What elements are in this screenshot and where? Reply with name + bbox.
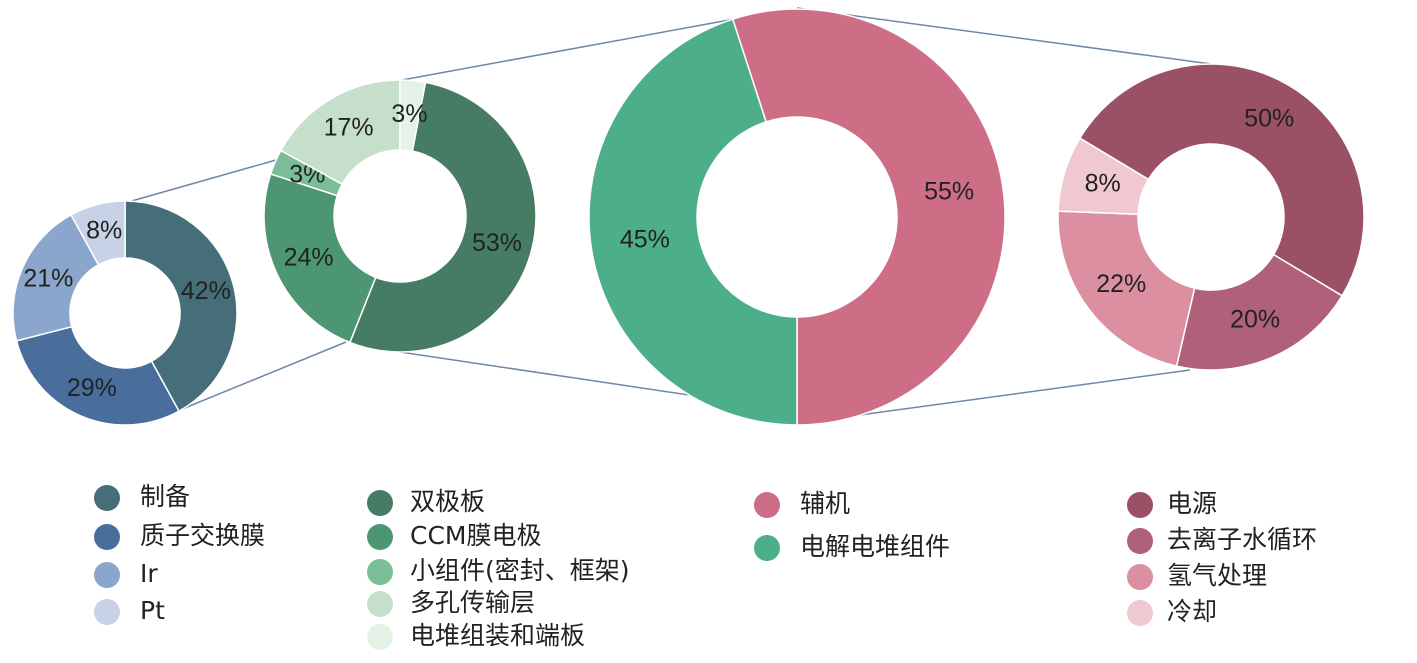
data-label: 8% [86,217,122,245]
donut-slice [124,200,238,413]
data-label: 24% [284,244,334,272]
legend-marker [1127,492,1153,518]
data-label: 8% [1085,169,1121,197]
donut-slice [588,18,798,426]
donut-slice [15,325,180,426]
legend-label: 双极板 [410,487,485,516]
legend-marker [367,591,393,617]
legend-marker [367,559,393,585]
donut-slice [12,213,100,342]
connector-line [796,7,1212,65]
data-label: 53% [472,229,522,257]
donut-slice [70,200,126,266]
legend-marker [367,624,393,650]
legend-marker [1127,564,1153,590]
data-label: 50% [1244,105,1294,133]
data-label: 42% [181,277,231,305]
data-label: 17% [324,114,374,142]
legend-label: Ir [140,559,158,588]
donut-slice [348,81,537,353]
legend-label: 多孔传输层 [410,588,535,617]
legend-marker [1127,600,1153,626]
donut-slice [263,173,377,344]
connector-line [169,341,347,415]
donut-slice [1175,253,1344,371]
legend-label: CCM膜电极 [410,521,541,550]
data-label: 29% [67,374,117,402]
donut-slice [731,8,1006,426]
donut-slice [399,79,427,153]
legend-label: 小组件(密封、框架) [410,556,630,585]
legend-marker [1127,528,1153,554]
data-label: 3% [391,100,427,128]
data-label: 45% [620,226,670,254]
legend-marker [754,492,780,518]
legend-label: 辅机 [800,489,850,518]
data-label: 22% [1096,270,1146,298]
legend-label: 氢气处理 [1167,561,1267,590]
legend-marker [94,562,120,588]
legend-label: 电源 [1167,489,1217,518]
connector-line [859,369,1191,416]
legend-label: 电解电堆组件 [800,532,950,561]
legend-marker [94,599,120,625]
legend-label: 质子交换膜 [140,521,265,550]
legend-label: 制备 [140,482,190,511]
legend-label: 电堆组装和端板 [410,621,585,650]
legend-label: 去离子水循环 [1167,525,1317,554]
connector-line [401,17,741,81]
legend-marker [754,535,780,561]
legend-label: 冷却 [1167,597,1217,626]
donut-slice [1057,137,1150,215]
legend-marker [367,524,393,550]
legend-marker [94,485,120,511]
data-label: 20% [1230,306,1280,334]
data-label: 55% [924,178,974,206]
legend-marker [367,490,393,516]
data-label: 21% [23,264,73,292]
legend-label: Pt [140,596,165,625]
legend-marker [94,524,120,550]
donut-slice [1057,210,1196,367]
